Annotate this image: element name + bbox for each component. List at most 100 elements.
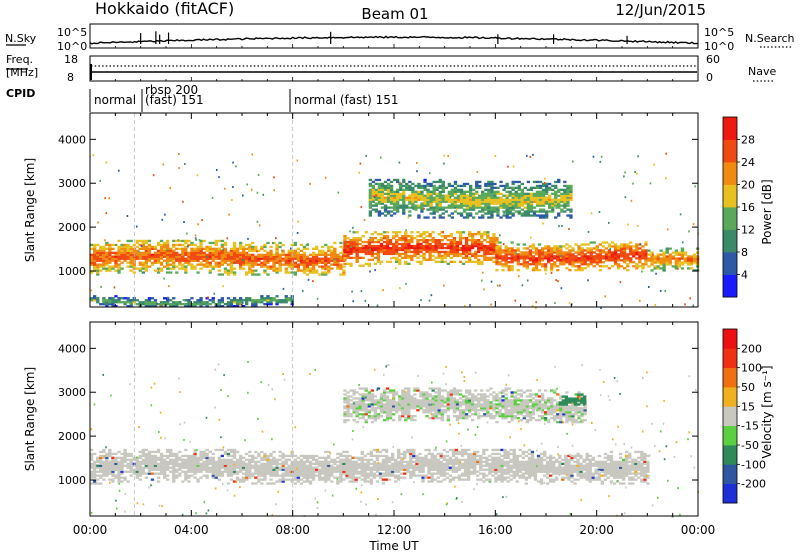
heatmap-cell bbox=[260, 472, 264, 475]
heatmap-cell bbox=[187, 474, 191, 477]
heatmap-cell bbox=[375, 470, 380, 473]
heatmap-cell bbox=[126, 301, 130, 304]
heatmap-cell bbox=[556, 257, 560, 260]
heatmap-cell bbox=[308, 466, 313, 469]
heatmap-cell bbox=[114, 474, 118, 477]
heatmap-cell bbox=[589, 247, 593, 250]
heatmap-cell bbox=[580, 255, 584, 258]
heatmap-cell bbox=[398, 183, 400, 186]
heatmap-cell bbox=[537, 269, 542, 272]
heatmap-cell bbox=[299, 261, 304, 264]
heatmap-cell bbox=[384, 454, 389, 458]
heatmap-cell bbox=[641, 270, 643, 273]
heatmap-cell bbox=[379, 237, 384, 240]
heatmap-cell bbox=[108, 265, 112, 268]
heatmap-cell bbox=[517, 180, 521, 184]
heatmap-cell bbox=[93, 245, 97, 249]
heatmap-cell bbox=[456, 212, 461, 215]
heatmap-cell bbox=[96, 271, 100, 274]
heatmap-cell bbox=[105, 452, 109, 456]
heatmap-cell bbox=[560, 208, 564, 211]
heatmap-cell bbox=[260, 466, 264, 469]
heatmap-cell bbox=[455, 248, 460, 252]
heatmap-cell bbox=[348, 458, 352, 461]
heatmap-cell bbox=[604, 257, 609, 260]
heatmap-cell bbox=[99, 257, 103, 260]
heatmap-cell bbox=[120, 470, 124, 473]
heatmap-cell bbox=[150, 478, 155, 481]
heatmap-cell bbox=[311, 456, 316, 459]
heatmap-cell bbox=[480, 262, 484, 265]
heatmap-cell bbox=[460, 466, 465, 469]
heatmap-cell bbox=[342, 265, 346, 268]
heatmap-cell bbox=[196, 259, 200, 262]
heatmap-cell bbox=[290, 472, 294, 475]
heatmap-cell bbox=[495, 255, 499, 258]
heatmap-cell bbox=[226, 237, 229, 240]
heatmap-cell bbox=[321, 259, 325, 262]
heatmap-cell bbox=[172, 243, 176, 247]
heatmap-cell bbox=[411, 186, 415, 189]
heatmap-cell bbox=[613, 251, 618, 254]
heatmap-cell bbox=[439, 470, 443, 473]
heatmap-cell bbox=[181, 458, 185, 461]
heatmap-cell bbox=[504, 265, 508, 268]
heatmap-cell bbox=[339, 462, 343, 465]
heatmap-cell bbox=[275, 295, 279, 298]
heatmap-cell bbox=[339, 255, 343, 258]
heatmap-cell bbox=[446, 262, 450, 265]
heatmap-cell bbox=[144, 265, 148, 268]
heatmap-cell bbox=[557, 206, 561, 209]
heatmap-cell bbox=[460, 448, 465, 452]
heatmap-cell bbox=[193, 458, 197, 461]
heatmap-cell bbox=[360, 456, 364, 459]
heatmap-cell bbox=[439, 452, 443, 456]
heatmap-cell bbox=[496, 192, 500, 195]
heatmap-cell bbox=[493, 210, 497, 213]
heatmap-cell bbox=[458, 242, 463, 246]
heatmap-cell bbox=[453, 196, 458, 199]
heatmap-cell bbox=[399, 287, 401, 290]
heatmap-cell bbox=[324, 265, 328, 268]
heatmap-cell bbox=[495, 257, 499, 260]
heatmap-cell bbox=[383, 200, 388, 203]
heatmap-cell bbox=[293, 257, 297, 260]
heatmap-cell bbox=[428, 239, 432, 242]
heatmap-cell bbox=[172, 253, 176, 256]
heatmap-cell bbox=[187, 464, 191, 467]
heatmap-cell bbox=[493, 182, 497, 186]
heatmap-cell bbox=[352, 237, 356, 240]
heatmap-cell bbox=[290, 460, 294, 463]
heatmap-cell bbox=[514, 210, 518, 213]
heatmap-cell bbox=[229, 462, 234, 465]
heatmap-cell bbox=[405, 186, 409, 189]
heatmap-cell bbox=[387, 470, 392, 473]
heatmap-cell bbox=[161, 218, 164, 221]
freq-tick-low: 8 bbox=[67, 71, 74, 84]
heatmap-cell bbox=[166, 265, 170, 268]
heatmap-cell bbox=[462, 210, 467, 213]
heatmap-cell bbox=[281, 454, 285, 458]
heatmap-cell bbox=[526, 210, 530, 213]
heatmap-cell bbox=[163, 297, 167, 300]
heatmap-cell bbox=[428, 256, 432, 259]
heatmap-cell bbox=[492, 252, 496, 256]
heatmap-cell bbox=[172, 257, 176, 260]
heatmap-cell bbox=[483, 244, 487, 248]
heatmap-cell bbox=[229, 301, 234, 304]
heatmap-cell bbox=[550, 267, 554, 270]
heatmap-cell bbox=[345, 458, 349, 461]
heatmap-cell bbox=[428, 242, 432, 246]
heatmap-cell bbox=[643, 266, 645, 269]
heatmap-cell bbox=[547, 255, 551, 258]
heatmap-cell bbox=[205, 470, 209, 473]
heatmap-cell bbox=[494, 155, 497, 157]
heatmap-cell bbox=[114, 456, 118, 459]
heatmap-cell bbox=[190, 259, 194, 262]
heatmap-cell bbox=[604, 247, 609, 250]
heatmap-cell bbox=[435, 206, 439, 209]
heatmap-cell bbox=[242, 267, 246, 270]
heatmap-cell bbox=[665, 257, 669, 260]
heatmap-cell bbox=[315, 261, 319, 264]
heatmap-cell bbox=[378, 468, 383, 471]
